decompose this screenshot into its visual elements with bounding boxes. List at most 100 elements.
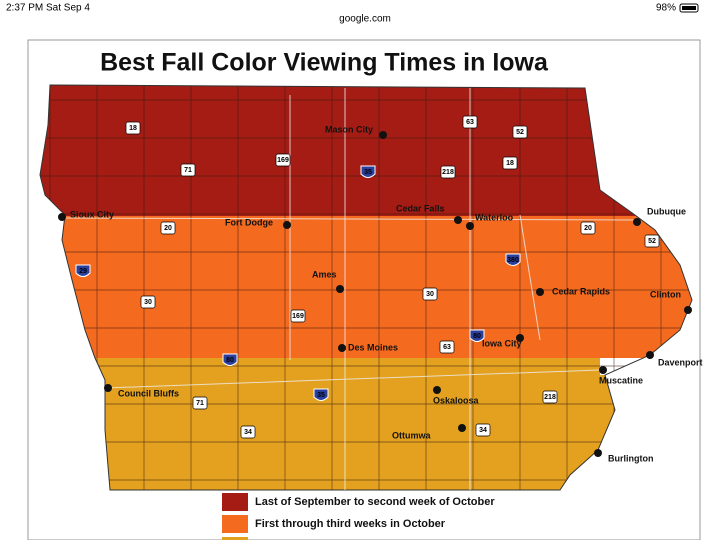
legend-label: First through third weeks in October [255, 518, 446, 530]
city-dot [58, 213, 66, 221]
region-north [40, 85, 692, 216]
highway-shield [275, 153, 291, 167]
map-title: Best Fall Color Viewing Times in Iowa [100, 49, 549, 77]
legend-swatch [222, 515, 248, 533]
city-dot [599, 366, 607, 374]
city-label: Council Bluffs [118, 388, 179, 398]
highway-shield [512, 125, 528, 139]
city-label: Fort Dodge [225, 217, 273, 227]
highway-number: 52 [648, 238, 656, 245]
region-central [40, 216, 692, 358]
battery: 98% [656, 3, 676, 14]
status-bar [0, 0, 720, 30]
highway-number: 63 [466, 119, 474, 126]
status-time: 2:37 PM [6, 3, 43, 14]
highway-number: 20 [164, 225, 172, 232]
highway-shield [192, 396, 208, 410]
city-label: Waterloo [475, 212, 514, 222]
interstate-shield [222, 353, 238, 366]
battery-icon [679, 3, 699, 13]
city-label: Iowa City [482, 338, 522, 348]
highway-shield [160, 221, 176, 235]
city-label: Des Moines [348, 342, 398, 352]
city-label: Mason City [325, 124, 373, 134]
highway-shield [580, 221, 596, 235]
highway-shield [140, 295, 156, 309]
highway-shield [439, 340, 455, 354]
legend-label: Last of September to second week of Octo… [255, 496, 495, 508]
interstate-shield [75, 264, 91, 277]
highway-number: 30 [426, 291, 434, 298]
city-dot [684, 306, 692, 314]
highway-number: 18 [129, 125, 137, 132]
highway-shield [542, 390, 558, 404]
highway-shield [125, 121, 141, 135]
city-label: Oskaloosa [433, 395, 480, 405]
highway-shield [290, 309, 306, 323]
city-dot [516, 334, 524, 342]
interstate-shield [313, 388, 329, 401]
highway-number: 52 [516, 129, 524, 136]
highway-number: 71 [196, 400, 204, 407]
highway-shield [502, 156, 518, 170]
url[interactable]: google.com [339, 14, 391, 25]
status-date: Sat Sep 4 [46, 3, 90, 14]
highway-number: 80 [473, 333, 481, 340]
highway-number: 34 [479, 427, 487, 434]
city-label: Cedar Falls [396, 203, 445, 213]
city-dot [338, 344, 346, 352]
highway-number: 169 [277, 157, 289, 164]
interstate-shield [469, 329, 485, 342]
city-dot [466, 222, 474, 230]
highway-number: 34 [244, 429, 252, 436]
highway-shield [240, 425, 256, 439]
city-label: Cedar Rapids [552, 286, 610, 296]
city-label: Davenport [658, 357, 703, 367]
city-dot [594, 449, 602, 457]
iowa [40, 85, 692, 490]
highway-shield [422, 287, 438, 301]
city-dot [104, 384, 112, 392]
city-dot [536, 288, 544, 296]
highway-shield [440, 165, 456, 179]
city-dot [633, 218, 641, 226]
city-label: Burlington [608, 453, 654, 463]
city-dot [336, 285, 344, 293]
highway-shield [462, 115, 478, 129]
city-dot [433, 386, 441, 394]
highway-number: 20 [584, 225, 592, 232]
highway-number: 380 [507, 257, 519, 264]
city-label: Ottumwa [392, 430, 431, 440]
city-label: Dubuque [647, 206, 686, 216]
highway-number: 29 [79, 268, 87, 275]
highway-number: 18 [506, 160, 514, 167]
highway-shield [180, 163, 196, 177]
city-label: Muscatine [599, 375, 643, 385]
highway-number: 80 [226, 357, 234, 364]
city-label: Ames [312, 269, 337, 279]
city-label: Clinton [650, 289, 681, 299]
city-dot [646, 351, 654, 359]
city-label: Sioux City [70, 209, 114, 219]
interstate-shield [360, 165, 376, 178]
roads [59, 88, 636, 490]
highway-number: 30 [144, 299, 152, 306]
highway-number: 218 [544, 394, 556, 401]
legend-swatch [222, 537, 248, 540]
city-dot [454, 216, 462, 224]
city-dot [458, 424, 466, 432]
city-dot [379, 131, 387, 139]
highway-number: 71 [184, 167, 192, 174]
highway-number: 35 [364, 169, 372, 176]
highway-number: 169 [292, 313, 304, 320]
battery-level [682, 6, 696, 10]
highway-number: 218 [442, 169, 454, 176]
highway-number: 63 [443, 344, 451, 351]
interstate-shield [505, 253, 521, 266]
highway-shield [475, 423, 491, 437]
highway-number: 35 [317, 392, 325, 399]
city-dot [283, 221, 291, 229]
highway-shield [644, 234, 660, 248]
legend-swatch [222, 493, 248, 511]
